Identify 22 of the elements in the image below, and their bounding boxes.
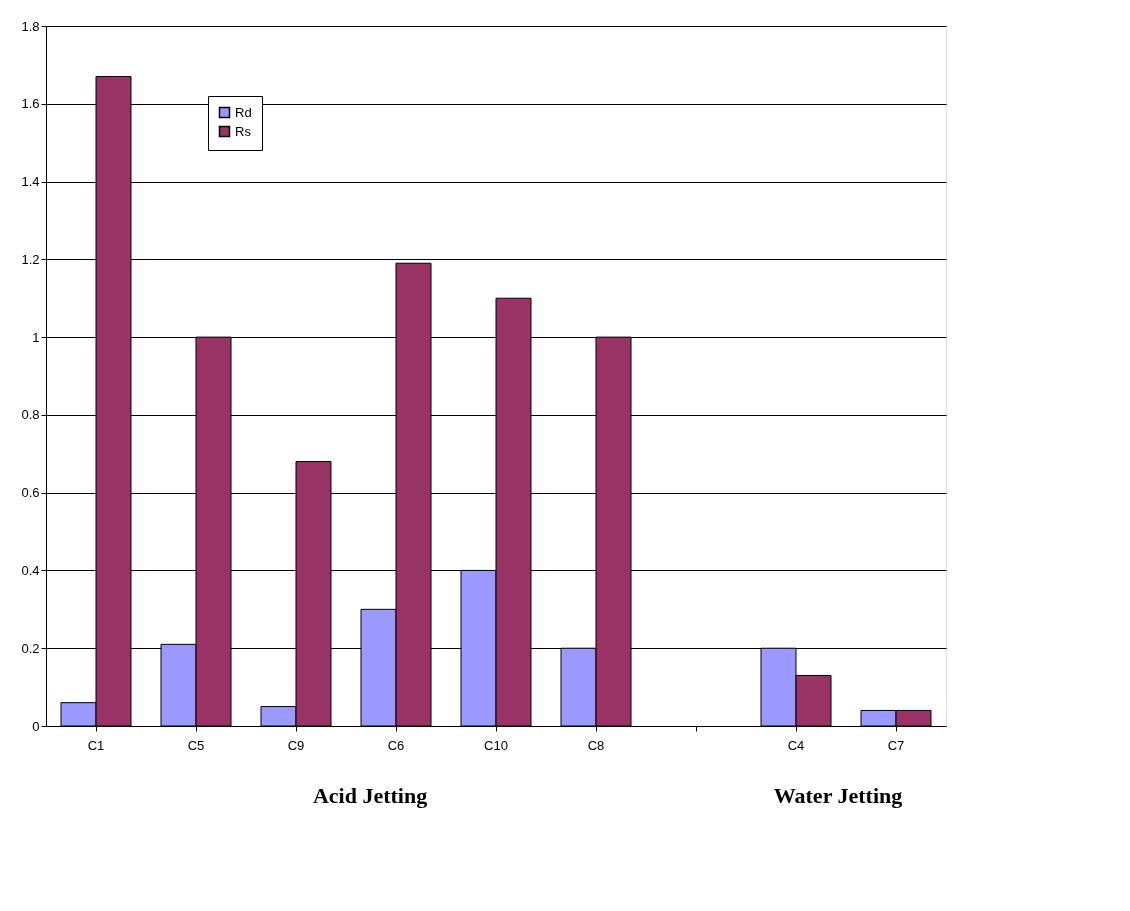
x-tick-label: C10	[484, 737, 508, 753]
x-tick-label: C1	[87, 737, 105, 753]
y-tick-label: 1	[32, 329, 40, 345]
legend-label: Rd	[235, 104, 252, 120]
x-tick-label: C5	[187, 737, 205, 753]
text: Acid Jetting	[312, 783, 428, 808]
y-tick-label: 1.8	[21, 18, 40, 34]
y-tick-label: 0.6	[21, 485, 40, 501]
y-tick-label: 0	[32, 718, 40, 734]
y-tick-label: 1.4	[21, 174, 40, 190]
x-tick-label: C9	[287, 737, 305, 753]
x-tick-label: C4	[787, 737, 805, 753]
y-tick-label: 0.2	[21, 640, 40, 656]
legend-label: Rs	[235, 123, 252, 139]
x-tick-label: C6	[387, 737, 405, 753]
y-tick-label: 1.6	[21, 96, 40, 112]
x-tick-label: C8	[587, 737, 605, 753]
x-tick-label: C7	[887, 737, 905, 753]
y-tick-label: 0.8	[21, 407, 40, 423]
y-tick-label: 0.4	[21, 562, 40, 578]
text: Water Jetting	[773, 783, 903, 808]
y-tick-label: 1.2	[21, 251, 40, 267]
